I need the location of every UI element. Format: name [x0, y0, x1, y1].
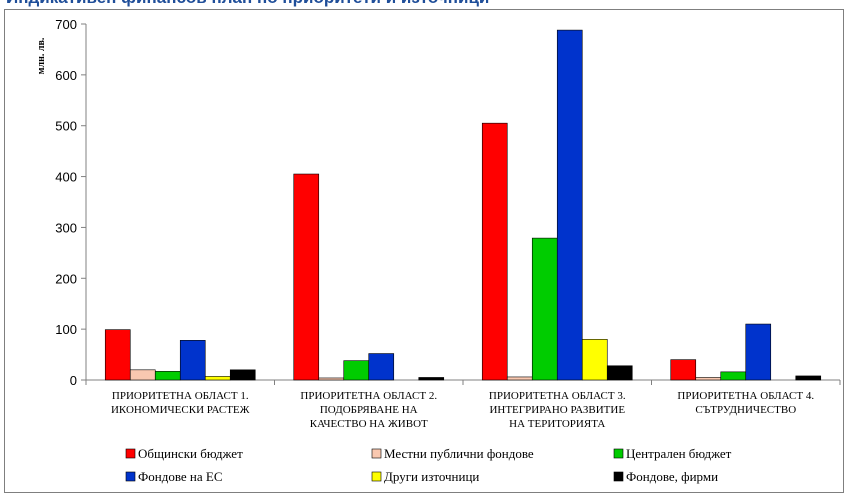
legend-swatch — [125, 448, 136, 459]
bar-4-cat-4 — [745, 323, 772, 381]
legend-label: Други източници — [384, 469, 479, 484]
bar-5-cat-3 — [581, 339, 608, 381]
bar-2-cat-1 — [129, 369, 156, 381]
bar-3-cat-4 — [720, 371, 747, 381]
legend-label: Фондове, фирми — [626, 469, 718, 484]
bar-3-cat-3 — [531, 237, 558, 381]
y-tick-label: 500 — [55, 119, 77, 134]
bar-1-cat-1 — [104, 329, 131, 381]
category-label: ПРИОРИТЕТНА ОБЛАСТ 3. ИНТЕГРИРАНО РАЗВИТИ… — [489, 390, 626, 430]
y-tick-label: 0 — [70, 373, 77, 388]
legend-swatch — [613, 448, 624, 459]
bar-4-cat-3 — [556, 29, 583, 381]
category-label: ПРИОРИТЕТНА ОБЛАСТ 1. ИКОНОМИЧЕСКИ РАСТЕЖ — [111, 390, 250, 416]
category-label: ПРИОРИТЕТНА ОБЛАСТ 4. СЪТРУДНИЧЕСТВО — [677, 390, 814, 416]
legend-label: Общински бюджет — [138, 446, 243, 461]
bar-1-cat-3 — [481, 122, 508, 381]
y-tick-label: 700 — [55, 17, 77, 32]
bar-2-cat-3 — [506, 376, 533, 381]
legend-swatch — [125, 471, 136, 482]
bar-4-cat-1 — [179, 340, 206, 381]
bar-1-cat-4 — [670, 359, 697, 381]
page-title: Индикативен финансов план по приоритети … — [0, 0, 849, 8]
legend-label: Местни публични фондове — [384, 446, 534, 461]
y-tick-label: 200 — [55, 271, 77, 286]
bar-6-cat-3 — [606, 365, 633, 381]
bar-1-cat-2 — [293, 173, 320, 381]
bar-2-cat-2 — [318, 377, 345, 381]
legend-label: Фондове на ЕС — [138, 469, 223, 484]
y-tick-label: 400 — [55, 170, 77, 185]
bar-4-cat-2 — [368, 353, 395, 381]
legend-label: Централен бюджет — [626, 446, 732, 461]
axes: 0 100 200 300 400 500 600 700 млн. лв. — [36, 17, 841, 388]
bar-2-cat-4 — [695, 377, 722, 381]
y-axis-label: млн. лв. — [36, 37, 47, 74]
y-tick-label: 600 — [55, 68, 77, 83]
legend-swatch — [371, 448, 382, 459]
bar-5-cat-1 — [204, 376, 231, 381]
bars — [104, 29, 822, 381]
y-tick-label: 300 — [55, 220, 77, 235]
category-labels: ПРИОРИТЕТНА ОБЛАСТ 1. ИКОНОМИЧЕСКИ РАСТЕЖ… — [111, 390, 814, 430]
bar-6-cat-1 — [229, 369, 256, 381]
bar-6-cat-4 — [795, 375, 822, 381]
bar-3-cat-1 — [154, 371, 181, 381]
legend: Общински бюджет Местни публични фондове Це… — [125, 446, 732, 484]
bar-6-cat-2 — [418, 377, 445, 381]
legend-swatch — [371, 471, 382, 482]
chart-frame — [4, 9, 844, 493]
category-label: ПРИОРИТЕТНА ОБЛАСТ 2. ПОДОБРЯВАНЕ НА КАЧЕС… — [300, 390, 437, 430]
legend-swatch — [613, 471, 624, 482]
bar-3-cat-2 — [343, 360, 370, 381]
y-tick-label: 100 — [55, 322, 77, 337]
